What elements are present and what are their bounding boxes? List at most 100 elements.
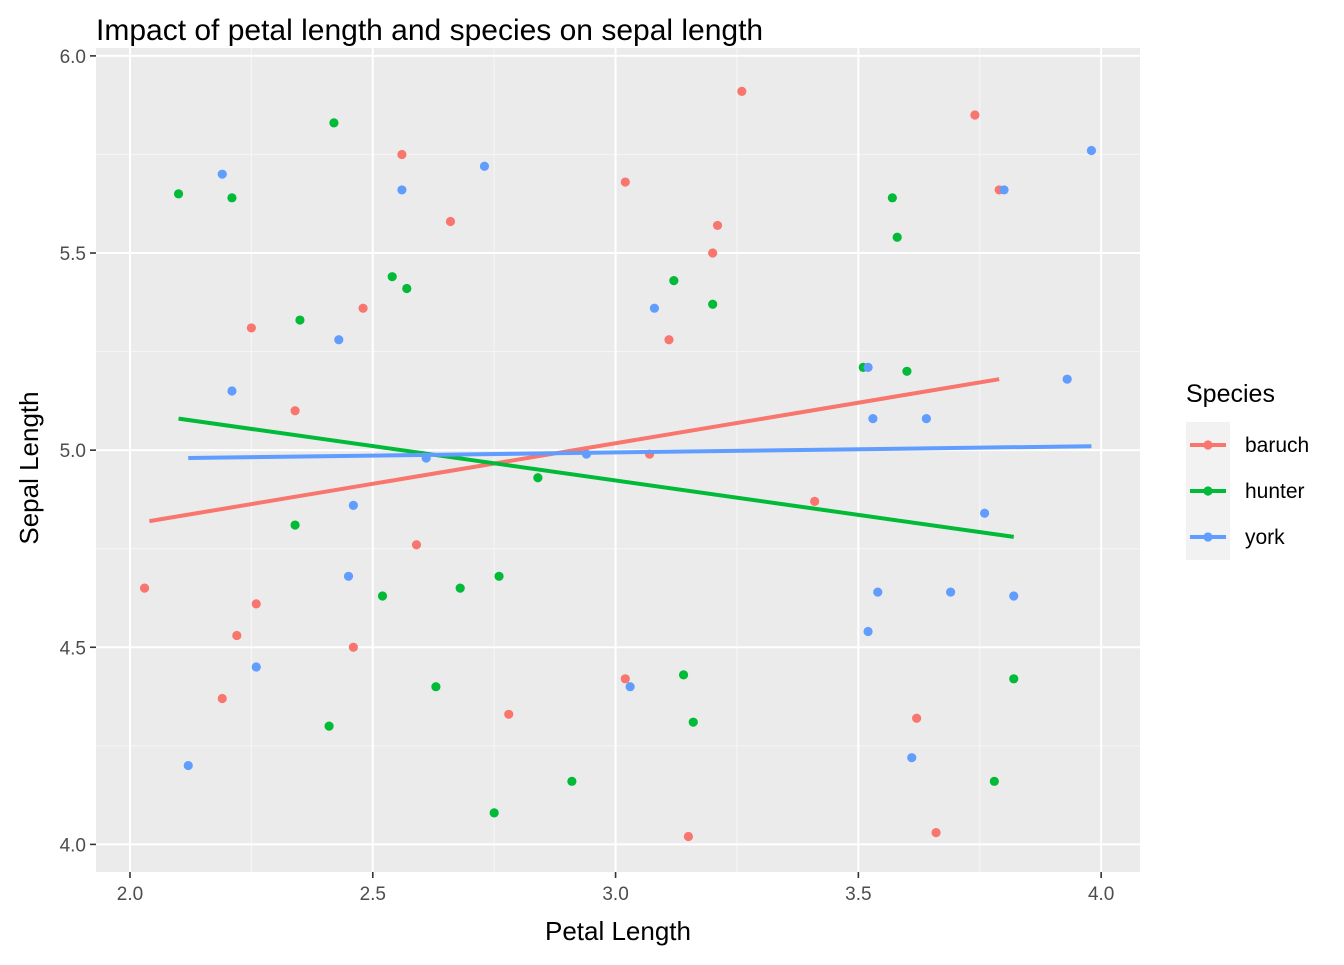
data-point-baruch <box>810 496 820 506</box>
data-point-baruch <box>251 599 261 609</box>
data-point-york <box>868 414 878 424</box>
data-point-york <box>397 185 407 195</box>
data-point-baruch <box>139 583 150 593</box>
legend-items: baruch hunter york <box>1186 422 1309 560</box>
legend-label-hunter: hunter <box>1245 480 1305 503</box>
data-point-york <box>1009 591 1019 601</box>
data-points <box>139 86 1097 842</box>
data-point-baruch <box>504 709 514 719</box>
legend-label-baruch: baruch <box>1245 434 1309 457</box>
y-tick-label: 6.0 <box>60 47 86 68</box>
data-point-york <box>479 161 490 171</box>
data-point-baruch <box>712 220 723 231</box>
x-tick-label: 4.0 <box>1088 884 1114 905</box>
data-point-baruch <box>708 248 718 258</box>
data-point-hunter <box>431 682 441 692</box>
legend: Species baruch hunter york <box>1186 380 1309 560</box>
data-point-baruch <box>737 86 747 96</box>
data-point-york <box>625 682 635 692</box>
legend-marker-baruch <box>1203 440 1213 450</box>
grid-lines <box>96 48 1140 872</box>
data-point-hunter <box>708 299 718 309</box>
data-point-baruch <box>246 323 256 333</box>
data-point-baruch <box>912 713 922 723</box>
data-point-hunter <box>387 272 397 282</box>
y-tick-label: 5.5 <box>60 244 86 265</box>
x-tick-label: 3.5 <box>845 884 871 905</box>
data-point-york <box>863 626 873 637</box>
data-point-hunter <box>227 193 237 203</box>
data-point-baruch <box>970 110 980 120</box>
data-point-york <box>921 414 931 424</box>
data-point-hunter <box>295 315 305 325</box>
y-tick-label: 4.5 <box>60 638 86 659</box>
data-point-hunter <box>567 776 577 786</box>
data-point-baruch <box>620 177 630 187</box>
data-point-baruch <box>232 630 242 641</box>
plot-panel <box>96 48 1140 872</box>
trend-line-baruch <box>149 377 1000 524</box>
data-point-york <box>343 571 354 581</box>
data-point-york <box>183 760 193 771</box>
data-point-baruch <box>931 827 941 838</box>
y-tick-label: 5.0 <box>60 441 86 462</box>
data-point-hunter <box>892 232 902 242</box>
data-point-baruch <box>445 216 456 227</box>
data-point-york <box>1062 374 1072 384</box>
data-point-hunter <box>902 366 912 376</box>
data-point-baruch <box>397 149 407 160</box>
legend-title: Species <box>1186 380 1275 408</box>
data-point-york <box>649 303 660 313</box>
data-point-york <box>980 508 990 518</box>
data-point-hunter <box>887 193 897 203</box>
data-point-baruch <box>411 540 422 550</box>
data-point-york <box>999 185 1009 195</box>
data-point-york <box>217 169 227 179</box>
legend-label-york: york <box>1245 526 1285 549</box>
data-point-york <box>873 587 883 597</box>
data-point-york <box>227 386 237 396</box>
data-point-hunter <box>290 520 300 530</box>
data-point-hunter <box>402 283 412 294</box>
data-point-hunter <box>173 189 184 199</box>
data-point-york <box>334 335 344 345</box>
data-point-york <box>251 662 261 672</box>
data-point-hunter <box>489 808 499 818</box>
data-point-hunter <box>377 591 388 601</box>
data-point-hunter <box>1009 674 1019 684</box>
data-point-hunter <box>688 717 698 727</box>
data-point-baruch <box>348 642 358 652</box>
chart-title: Impact of petal length and species on se… <box>96 14 763 47</box>
data-point-hunter <box>329 118 339 128</box>
legend-marker-york <box>1203 532 1213 542</box>
data-point-baruch <box>358 303 368 313</box>
data-point-hunter <box>455 583 465 593</box>
data-point-baruch <box>664 335 674 345</box>
data-point-york <box>863 362 873 372</box>
x-tick-label: 2.5 <box>360 884 386 905</box>
data-point-york <box>348 500 358 510</box>
data-point-baruch <box>683 831 694 842</box>
data-point-baruch <box>620 674 630 684</box>
x-axis-title: Petal Length <box>545 916 691 946</box>
data-point-hunter <box>669 276 679 286</box>
axes: 2.0 2.5 3.0 3.5 4.0 4.0 4.5 5.0 5.5 6.0 <box>60 47 1115 905</box>
data-point-hunter <box>494 571 504 581</box>
y-axis-title: Sepal Length <box>14 391 44 544</box>
data-point-hunter <box>678 670 689 680</box>
x-tick-label: 3.0 <box>602 884 628 905</box>
legend-marker-hunter <box>1203 486 1213 496</box>
data-point-york <box>1086 145 1097 156</box>
data-point-baruch <box>217 693 227 704</box>
trend-line-york <box>188 444 1092 461</box>
data-point-york <box>907 753 917 763</box>
data-point-hunter <box>989 776 999 786</box>
data-point-baruch <box>290 406 300 416</box>
y-tick-label: 4.0 <box>60 835 86 856</box>
trend-line-hunter <box>178 416 1015 539</box>
data-point-york <box>946 587 956 597</box>
trend-lines <box>149 377 1092 539</box>
x-tick-label: 2.0 <box>117 884 143 905</box>
